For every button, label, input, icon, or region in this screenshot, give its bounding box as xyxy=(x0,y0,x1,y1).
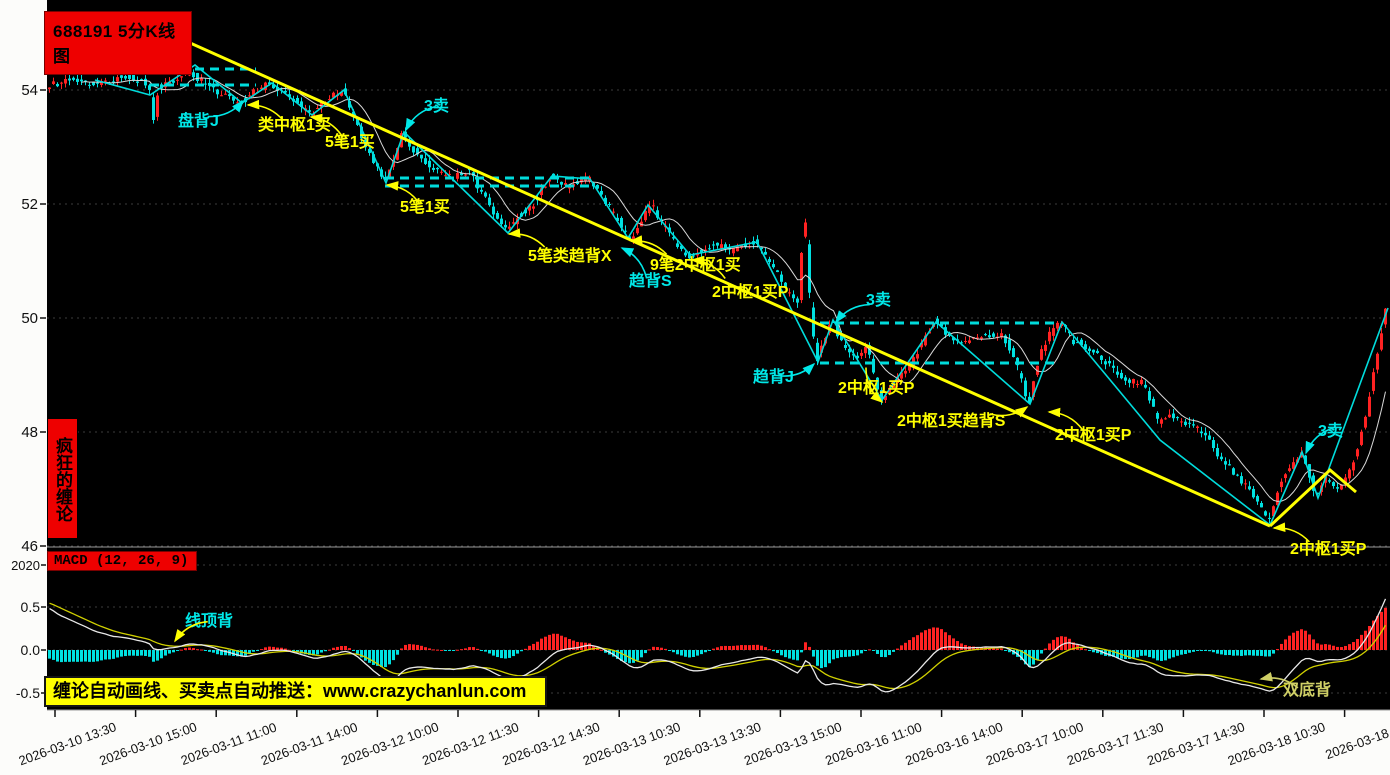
svg-text:50: 50 xyxy=(21,310,38,327)
svg-text:52: 52 xyxy=(21,196,38,213)
annotation-线顶背: 线顶背 xyxy=(174,611,233,643)
macd-indicator-label[interactable]: MACD (12, 26, 9) xyxy=(47,551,198,571)
svg-text:线顶背: 线顶背 xyxy=(185,611,233,630)
svg-text:46: 46 xyxy=(21,538,38,555)
annotation-2中枢1买P: 2中枢1买P xyxy=(690,255,789,301)
svg-text:趋背S: 趋背S xyxy=(629,271,672,290)
svg-text:类中枢1买: 类中枢1买 xyxy=(258,115,331,134)
svg-text:2中枢1买P: 2中枢1买P xyxy=(712,282,789,301)
chart-panels-bg xyxy=(47,0,1390,710)
annotation-盘背J: 盘背J xyxy=(178,99,245,130)
svg-text:54: 54 xyxy=(21,82,38,99)
svg-text:盘背J: 盘背J xyxy=(178,111,219,130)
symbol-title: 688191 5分K线图 xyxy=(53,22,176,66)
dea-line xyxy=(49,602,1387,690)
svg-text:2中枢1买P: 2中枢1买P xyxy=(1290,539,1367,558)
annotation-5笔1买: 5笔1买 xyxy=(385,181,450,216)
annotation-3卖: 3卖 xyxy=(405,96,449,132)
promo-banner[interactable]: 缠论自动画线、买卖点自动推送：www.crazychanlun.com xyxy=(44,676,547,707)
svg-text:9笔2中枢1买: 9笔2中枢1买 xyxy=(650,255,741,274)
svg-text:-0.5: -0.5 xyxy=(16,685,40,701)
watermark-vertical: 疯狂的缠论 xyxy=(47,418,78,539)
svg-text:5笔类趋背X: 5笔类趋背X xyxy=(528,246,612,265)
svg-text:3卖: 3卖 xyxy=(866,290,891,309)
svg-text:5笔1买: 5笔1买 xyxy=(400,197,450,216)
annotation-2中枢1买趋背S: 2中枢1买趋背S xyxy=(897,406,1029,430)
y-axis-price-labels: 54 52 50 48 46 xyxy=(21,82,46,555)
svg-text:2中枢1买趋背S: 2中枢1买趋背S xyxy=(897,411,1006,430)
annotation-5笔类趋背X: 5笔类趋背X xyxy=(507,228,612,265)
trendline-v xyxy=(1268,467,1357,528)
svg-text:5笔1买: 5笔1买 xyxy=(325,132,375,151)
annotation-3卖: 3卖 xyxy=(1305,421,1343,455)
svg-text:3卖: 3卖 xyxy=(424,96,449,115)
segment-zigzag-line xyxy=(94,64,1389,527)
svg-text:2中枢1买P: 2中枢1买P xyxy=(1055,425,1132,444)
annotation-2中枢1买P: 2中枢1买P xyxy=(1272,522,1367,558)
price-annotations: 盘背J 类中枢1买5笔1买3卖5笔1买5笔类趋背X9笔2中枢1买趋背S2中枢1买P… xyxy=(178,96,1367,558)
svg-text:0.0: 0.0 xyxy=(21,642,41,658)
svg-text:3卖: 3卖 xyxy=(1318,421,1343,440)
annotation-2中枢1买P: 2中枢1买P xyxy=(1047,407,1132,444)
annotation-双底背: 双底背 xyxy=(1259,671,1331,699)
annotation-5笔1买: 5笔1买 xyxy=(309,113,375,151)
dif-line xyxy=(49,598,1387,693)
annotation-2中枢1买P: 2中枢1买P xyxy=(838,367,915,404)
annotation-3卖: 3卖 xyxy=(835,290,891,324)
symbol-info-box[interactable]: 688191 5分K线图 xyxy=(44,11,192,75)
svg-text:趋背J: 趋背J xyxy=(753,367,794,386)
y-axis-macd-labels: 2020 0.5 0.0 -0.5 xyxy=(11,558,46,701)
svg-text:0.5: 0.5 xyxy=(21,599,41,615)
annotation-趋背S: 趋背S xyxy=(620,247,672,290)
trendline-main xyxy=(149,23,1271,528)
svg-text:2020: 2020 xyxy=(11,558,40,573)
svg-text:2中枢1买P: 2中枢1买P xyxy=(838,378,915,397)
svg-text:48: 48 xyxy=(21,424,38,441)
annotation-趋背J: 趋背J xyxy=(753,362,816,386)
